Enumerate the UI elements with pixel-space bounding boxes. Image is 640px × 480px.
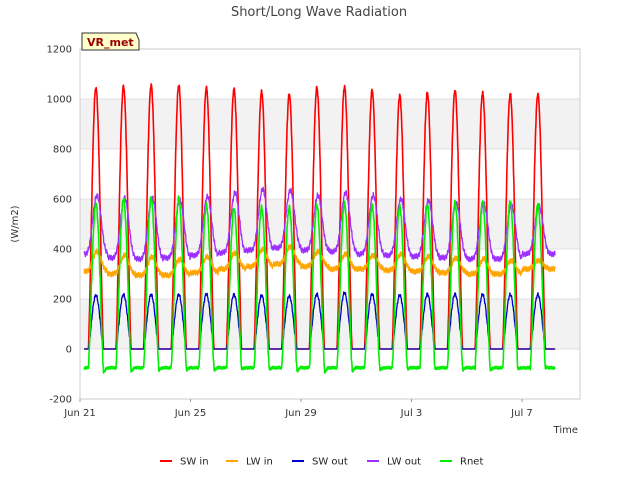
legend-item-sw_out: SW out bbox=[292, 457, 348, 468]
y-tick-label: 1200 bbox=[47, 45, 72, 56]
y-tick-label: -200 bbox=[49, 395, 72, 406]
background-bands bbox=[80, 99, 580, 349]
y-axis-label: (W/m2) bbox=[10, 205, 21, 242]
y-tick-label: 600 bbox=[53, 195, 72, 206]
series-layer bbox=[83, 83, 556, 374]
grid-band bbox=[80, 199, 580, 249]
legend-label: SW out bbox=[312, 457, 348, 468]
chart-title: Short/Long Wave Radiation bbox=[231, 5, 407, 20]
x-tick-label: Jul 3 bbox=[400, 408, 423, 419]
x-tick-label: Jun 25 bbox=[174, 408, 207, 419]
legend-label: LW in bbox=[246, 457, 273, 468]
legend-label: LW out bbox=[387, 457, 421, 468]
legend: SW in LW in SW out LW out Rnet bbox=[160, 457, 483, 468]
x-tick-label: Jul 7 bbox=[510, 408, 533, 419]
y-tick-label: 0 bbox=[66, 345, 72, 356]
legend-label: SW in bbox=[180, 457, 209, 468]
x-tick-label: Jun 29 bbox=[284, 408, 317, 419]
series-line-lw_out bbox=[83, 186, 556, 263]
series-line-rnet bbox=[83, 195, 556, 374]
x-tick-label: Jun 21 bbox=[63, 408, 96, 419]
legend-item-sw_in: SW in bbox=[160, 457, 209, 468]
y-tick-label: 400 bbox=[53, 245, 72, 256]
plot-frame bbox=[79, 48, 581, 400]
grid-band bbox=[80, 99, 580, 149]
legend-item-rnet: Rnet bbox=[440, 457, 483, 468]
y-axis-ticks: -200 0 200 400 600 800 1000 1200 bbox=[47, 45, 72, 406]
station-badge: VR_met bbox=[81, 32, 140, 51]
legend-label: Rnet bbox=[460, 457, 483, 468]
legend-item-lw_in: LW in bbox=[226, 457, 273, 468]
grid-band bbox=[80, 299, 580, 349]
x-axis-label: Time bbox=[553, 425, 578, 436]
station-badge-label: VR_met bbox=[87, 36, 134, 49]
legend-item-lw_out: LW out bbox=[367, 457, 421, 468]
y-tick-label: 800 bbox=[53, 145, 72, 156]
y-tick-label: 200 bbox=[53, 295, 72, 306]
y-tick-label: 1000 bbox=[47, 95, 72, 106]
x-axis-ticks: Jun 21 Jun 25 Jun 29 Jul 3 Jul 7 bbox=[63, 399, 533, 419]
